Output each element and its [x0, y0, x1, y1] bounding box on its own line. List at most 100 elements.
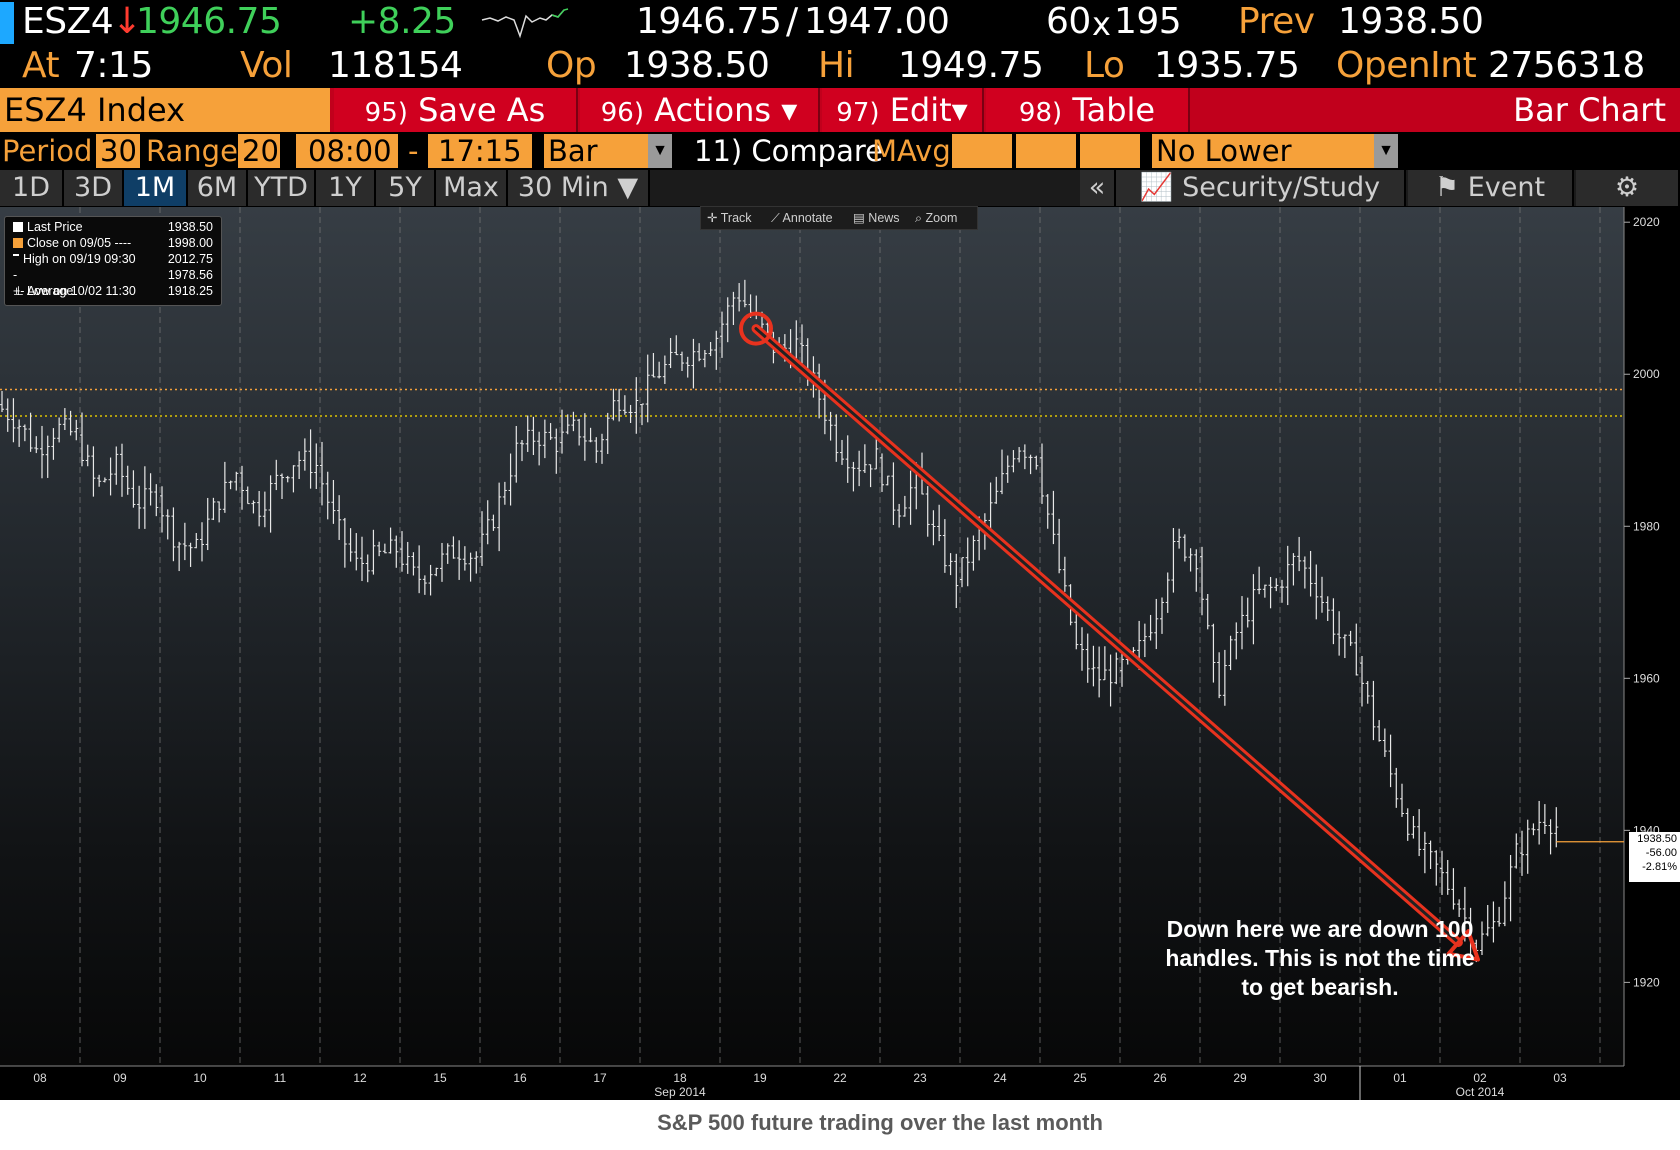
- legend-value: 1918.25: [167, 284, 213, 298]
- y-axis-panel: [1624, 207, 1680, 1066]
- event-label: Event: [1467, 172, 1546, 203]
- x-tick-label: 24: [993, 1071, 1007, 1085]
- edit-label: Edit▾: [889, 91, 968, 129]
- x-tick-label: 01: [1393, 1071, 1407, 1085]
- collapse-button[interactable]: «: [1080, 170, 1116, 206]
- x-tick-label: 15: [433, 1071, 447, 1085]
- legend-label: Last Price: [27, 220, 83, 234]
- edit-button[interactable]: 97) Edit▾: [822, 88, 984, 132]
- study-icon: 📈: [1139, 172, 1174, 203]
- prev-close: 1938.50: [1338, 1, 1484, 42]
- table-number: 98): [1018, 98, 1063, 128]
- legend-value: 2012.75: [167, 252, 213, 266]
- x-tick-label: 25: [1073, 1071, 1087, 1085]
- range-toolbar: 1D 3D 1M 6M YTD 1Y 5Y Max 30 Min ▼ « 📈 S…: [0, 170, 1680, 206]
- track-tool[interactable]: ✛ Track: [707, 211, 752, 225]
- range-6m-button[interactable]: 6M: [188, 170, 248, 206]
- x-tick-label: 17: [593, 1071, 607, 1085]
- bid-ask-separator: /: [786, 1, 798, 42]
- legend-value: 1998.00: [167, 236, 213, 250]
- ask-size: 195: [1114, 1, 1182, 42]
- legend-row: Last Price 1938.50: [13, 219, 217, 235]
- table-button[interactable]: 98) Table: [986, 88, 1190, 132]
- legend-value: 1978.56: [167, 268, 213, 282]
- mavg-field-1[interactable]: [952, 134, 1012, 168]
- legend-label: Low on 10/02 11:30: [27, 284, 136, 298]
- range-max-button[interactable]: Max: [436, 170, 508, 206]
- track-label: Track: [720, 211, 752, 225]
- high-price: 1949.75: [898, 45, 1044, 86]
- last-price-change: -56.00: [1645, 846, 1677, 859]
- chart-background: [0, 207, 1680, 1100]
- start-time-field[interactable]: 08:00: [296, 134, 398, 168]
- legend-swatch: [13, 222, 23, 232]
- period-field[interactable]: 30: [96, 134, 140, 168]
- legend-swatch: [13, 238, 23, 248]
- legend-label: Average: [27, 284, 74, 298]
- legend-low-marker-icon: ⊥: [13, 284, 24, 298]
- range-3d-button[interactable]: 3D: [64, 170, 124, 206]
- range-ytd-button[interactable]: YTD: [248, 170, 316, 206]
- x-tick-label: 29: [1233, 1071, 1247, 1085]
- range-1d-button[interactable]: 1D: [0, 170, 64, 206]
- open-label: Op: [546, 45, 597, 86]
- security-study-label: Security/Study: [1182, 172, 1381, 203]
- last-price-box: 1938.50 -56.00 -2.81%: [1628, 831, 1680, 882]
- low-price: 1935.75: [1154, 45, 1300, 86]
- security-study-button[interactable]: 📈 Security/Study: [1116, 170, 1406, 206]
- x-month-label: Oct 2014: [1456, 1085, 1505, 1099]
- legend-average-marker-icon: -+-: [13, 268, 25, 298]
- net-change: +8.25: [348, 1, 456, 42]
- legend-value: 1938.50: [167, 220, 213, 234]
- y-tick-label: 2020: [1633, 215, 1660, 229]
- event-button[interactable]: ⚑ Event: [1408, 170, 1574, 206]
- prev-label: Prev: [1238, 1, 1315, 42]
- time-range-dash: -: [408, 134, 419, 168]
- settings-button[interactable]: ⚙: [1576, 170, 1680, 206]
- range-1m-button[interactable]: 1M: [124, 170, 188, 206]
- mavg-field-3[interactable]: [1080, 134, 1140, 168]
- down-arrow-icon: ↓: [112, 1, 142, 42]
- legend-label: High on 09/19 09:30: [23, 252, 136, 266]
- range-1y-button[interactable]: 1Y: [316, 170, 376, 206]
- zoom-tool[interactable]: ⌕ Zoom: [915, 211, 958, 225]
- lower-chart-dropdown-icon[interactable]: ▼: [1374, 134, 1398, 168]
- y-tick-label: 1980: [1633, 519, 1660, 533]
- mavg-field-2[interactable]: [1016, 134, 1076, 168]
- chart-legend: Last Price 1938.50 Close on 09/05 ---- 199…: [4, 216, 222, 306]
- chart-tools: ✛ Track ⟋ Annotate ▤ News ⌕ Zoom: [700, 206, 978, 230]
- compare-button[interactable]: 11) Compare: [694, 134, 883, 168]
- legend-label: Close on 09/05 ----: [27, 236, 132, 250]
- news-label: News: [868, 211, 900, 225]
- ticker: ESZ4: [22, 1, 114, 42]
- legend-row: Close on 09/05 ---- 1998.00: [13, 235, 217, 251]
- range-5y-button[interactable]: 5Y: [376, 170, 436, 206]
- save-as-button[interactable]: 95) Save As: [334, 88, 578, 132]
- actions-label: Actions ▾: [654, 91, 798, 129]
- bloomberg-terminal: ESZ4 ↓ 1946.75 +8.25 1946.75 / 1947.00 6…: [0, 0, 1680, 1100]
- actions-button[interactable]: 96) Actions ▾: [580, 88, 820, 132]
- x-tick-label: 26: [1153, 1071, 1167, 1085]
- ask-price: 1947.00: [804, 1, 950, 42]
- x-tick-label: 12: [353, 1071, 367, 1085]
- news-tool[interactable]: ▤ News: [853, 211, 900, 225]
- x-tick-label: 09: [113, 1071, 127, 1085]
- x-tick-label: 16: [513, 1071, 527, 1085]
- gear-icon: ⚙: [1614, 172, 1640, 203]
- x-tick-label: 02: [1473, 1071, 1487, 1085]
- interval-select[interactable]: 30 Min ▼: [508, 170, 650, 206]
- end-time-field[interactable]: 17:15: [428, 134, 532, 168]
- legend-row: -+- Average 1978.56: [13, 267, 217, 298]
- at-label: At: [22, 45, 60, 86]
- bid-price: 1946.75: [636, 1, 782, 42]
- range-field[interactable]: 20: [238, 134, 280, 168]
- chart-style-select[interactable]: Bar: [544, 134, 648, 168]
- chart-style-dropdown-icon[interactable]: ▼: [648, 134, 672, 168]
- annotate-tool[interactable]: ⟋ Annotate: [771, 211, 833, 225]
- x-tick-label: 19: [753, 1071, 767, 1085]
- flag-icon: ⚑: [1434, 172, 1460, 203]
- edit-number: 97): [836, 98, 880, 128]
- low-label: Lo: [1084, 45, 1125, 86]
- security-name[interactable]: ESZ4 Index: [0, 88, 330, 132]
